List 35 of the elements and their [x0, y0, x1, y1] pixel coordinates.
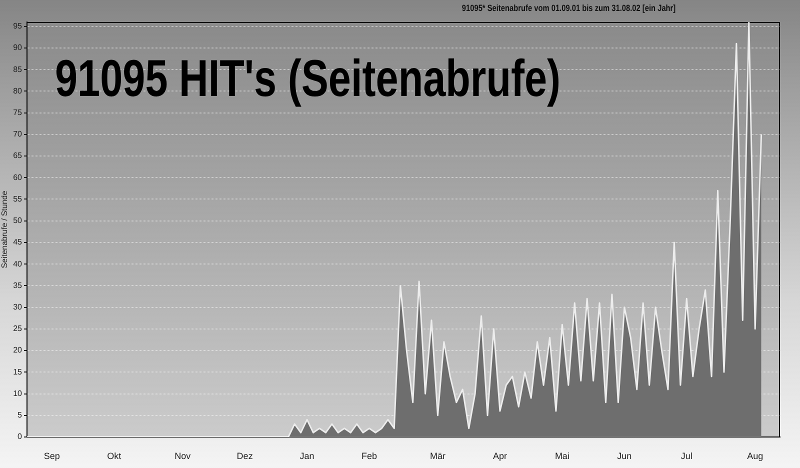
- y-tick-label: 85: [13, 64, 23, 74]
- y-tick-label: 90: [13, 43, 23, 52]
- y-tick-label: 25: [13, 324, 23, 334]
- y-tick-label: 15: [13, 367, 23, 376]
- y-tick-label: 65: [13, 151, 23, 160]
- x-tick-label: Apr: [492, 450, 507, 461]
- y-tick-label: 5: [18, 410, 23, 420]
- y-axis-title: Seitenabrufe / Stunde: [0, 190, 10, 268]
- x-tick-label: Mär: [430, 450, 446, 461]
- x-tick-label: Jun: [617, 450, 632, 461]
- y-tick-label: 55: [13, 194, 23, 204]
- y-tick-label: 60: [13, 172, 23, 182]
- y-tick-label: 40: [13, 259, 23, 268]
- x-tick-label: Okt: [107, 450, 122, 461]
- x-tick-label: Feb: [362, 450, 378, 461]
- x-tick-label: Aug: [747, 450, 764, 461]
- x-tick-label: Nov: [174, 450, 192, 461]
- y-tick-label: 80: [13, 86, 23, 96]
- x-tick-label: Mai: [554, 450, 570, 461]
- text: 91095 HIT's (Seitenabrufe): [55, 50, 561, 108]
- x-tick-label: Jan: [300, 450, 314, 461]
- x-tick-label: Jul: [680, 450, 692, 461]
- y-tick-label: 20: [13, 346, 23, 355]
- y-tick-label: 0: [18, 432, 23, 442]
- y-tick-label: 75: [13, 108, 23, 117]
- y-tick-label: 50: [13, 216, 23, 226]
- y-tick-label: 35: [13, 280, 23, 290]
- y-tick-label: 45: [13, 238, 23, 247]
- x-tick-label: Dez: [236, 450, 254, 461]
- chart-subtitle: 91095* Seitenabrufe vom 01.09.01 bis zum 31.08.02 [ein Jahr]: [462, 3, 676, 14]
- y-tick-label: 70: [13, 130, 23, 139]
- y-tick-label: 30: [13, 302, 23, 312]
- x-tick-label: Sep: [44, 450, 60, 461]
- y-tick-label: 95: [13, 22, 23, 31]
- y-tick-label: 10: [13, 388, 23, 398]
